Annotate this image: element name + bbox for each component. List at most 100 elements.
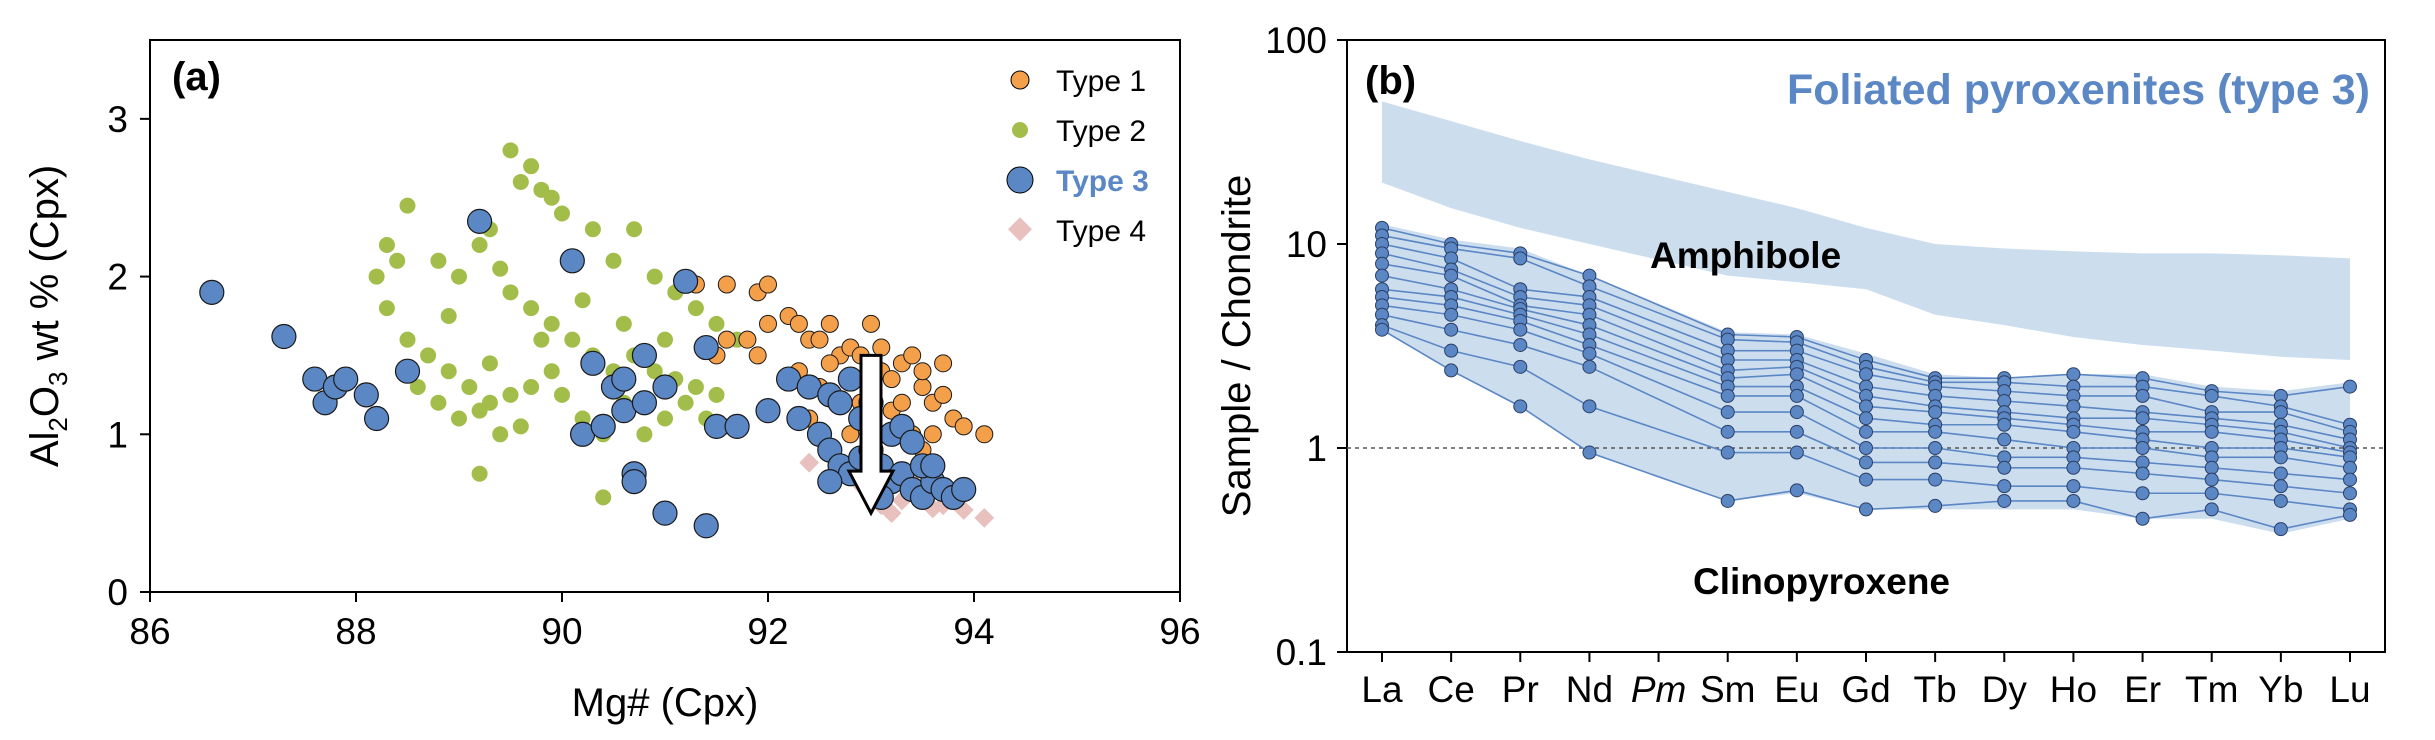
type1-point <box>934 354 953 373</box>
sample-line <box>1381 296 2351 469</box>
type2-point <box>502 284 519 301</box>
type1-point <box>759 314 777 333</box>
type1-point <box>738 330 757 349</box>
sample-point <box>1720 424 1735 439</box>
panel-a-legend: Type 1 Type 2 Type 3 Type 4 <box>1006 65 1149 248</box>
sample-point <box>1997 493 2012 508</box>
sample-point <box>1928 455 1943 470</box>
panel-b-sample-points <box>1375 220 2357 537</box>
sample-point <box>1859 367 1873 382</box>
type2-point <box>523 158 540 175</box>
panel-a-points <box>199 142 995 539</box>
sample-point <box>1582 445 1597 460</box>
y-tick-label: 0 <box>107 572 128 613</box>
type1-point <box>841 425 860 444</box>
sample-point <box>1789 405 1804 420</box>
type4-point <box>799 452 820 473</box>
type2-point <box>574 292 591 309</box>
ree-label: Tm <box>2185 669 2238 710</box>
amphibole-label: Amphibole <box>1650 235 1841 276</box>
sample-point <box>1859 411 1873 426</box>
sample-point <box>2204 486 2219 501</box>
type2-point <box>430 252 447 269</box>
type2-point <box>502 386 519 403</box>
sample-point <box>2066 424 2081 439</box>
sample-point <box>2273 479 2288 494</box>
type3-point <box>786 405 812 432</box>
sample-point <box>1928 472 1943 487</box>
panel-a-label: (a) <box>172 55 221 99</box>
type2-point <box>399 331 416 348</box>
type2-point <box>378 237 395 254</box>
sample-line <box>1381 262 2351 449</box>
ree-label: Ho <box>2050 669 2097 710</box>
sample-point <box>2204 472 2219 487</box>
type2-point <box>615 315 632 332</box>
sample-point <box>2273 522 2288 537</box>
sample-point <box>2135 411 2150 426</box>
sample-point <box>2273 493 2288 508</box>
sample-point <box>2204 460 2219 475</box>
sample-point <box>2273 466 2288 481</box>
type3-point <box>652 500 678 526</box>
type3-point <box>271 323 297 350</box>
sample-point <box>1789 388 1804 403</box>
panel-a-plot-area <box>149 39 1181 593</box>
y-tick-label: 3 <box>107 99 128 140</box>
type1-point <box>913 362 932 381</box>
type2-point <box>430 394 447 411</box>
sample-point <box>1997 432 2012 447</box>
sample-line <box>1381 227 2351 397</box>
type3-point <box>199 279 225 305</box>
sample-line <box>1381 234 2351 426</box>
ree-label: Eu <box>1774 669 1819 710</box>
sample-point <box>1582 359 1597 374</box>
type3-point <box>672 268 699 294</box>
sample-point <box>2204 424 2219 439</box>
type2-point <box>657 410 673 427</box>
type2-point <box>481 355 498 372</box>
type2-point <box>646 268 663 285</box>
x-tick-label: 90 <box>541 611 582 652</box>
type4-point <box>974 507 995 528</box>
sample-point <box>1789 445 1804 460</box>
legend-type4-label: Type 4 <box>1056 215 1146 248</box>
legend-type2-label: Type 2 <box>1056 115 1146 148</box>
type1-point <box>903 346 922 365</box>
x-tick-label: 92 <box>747 611 788 652</box>
type3-point <box>724 413 750 439</box>
type2-point <box>451 268 467 285</box>
sample-point <box>2273 450 2288 465</box>
type1-point <box>913 377 932 396</box>
panel-b-y-label: Sample / Chondrite <box>1215 175 1259 517</box>
type3-point <box>693 513 719 539</box>
sample-point <box>1859 399 1873 414</box>
sample-point <box>2343 379 2357 394</box>
type2-point <box>502 142 519 159</box>
sample-point <box>1928 498 1943 513</box>
y-tick-label: 0.1 <box>1276 632 1327 673</box>
type2-point <box>512 173 529 190</box>
type1-point <box>820 314 839 333</box>
sample-point <box>1789 483 1804 498</box>
sample-point <box>1997 460 2012 475</box>
sample-point <box>1859 424 1873 439</box>
type2-point <box>543 363 560 380</box>
type1-point <box>872 338 891 357</box>
ree-label: Sm <box>1700 669 1756 710</box>
sample-line <box>1381 304 2351 481</box>
type3-point <box>559 248 585 274</box>
panel-a-scatter: 0 1 2 3 86 88 90 92 94 96 (a) Type 1 Type 2 Type… <box>23 39 1201 725</box>
sample-point <box>2343 486 2357 501</box>
sample-point <box>1444 363 1459 378</box>
ree-label: Dy <box>1982 669 2028 710</box>
type3-point <box>899 429 925 455</box>
type2-point <box>471 402 488 419</box>
cooling-arrow <box>846 353 896 517</box>
y-tick-label: 10 <box>1286 224 1327 265</box>
sample-point <box>2135 486 2150 501</box>
type3-point <box>611 366 637 392</box>
type2-point <box>554 386 570 403</box>
sample-point <box>2135 441 2150 455</box>
